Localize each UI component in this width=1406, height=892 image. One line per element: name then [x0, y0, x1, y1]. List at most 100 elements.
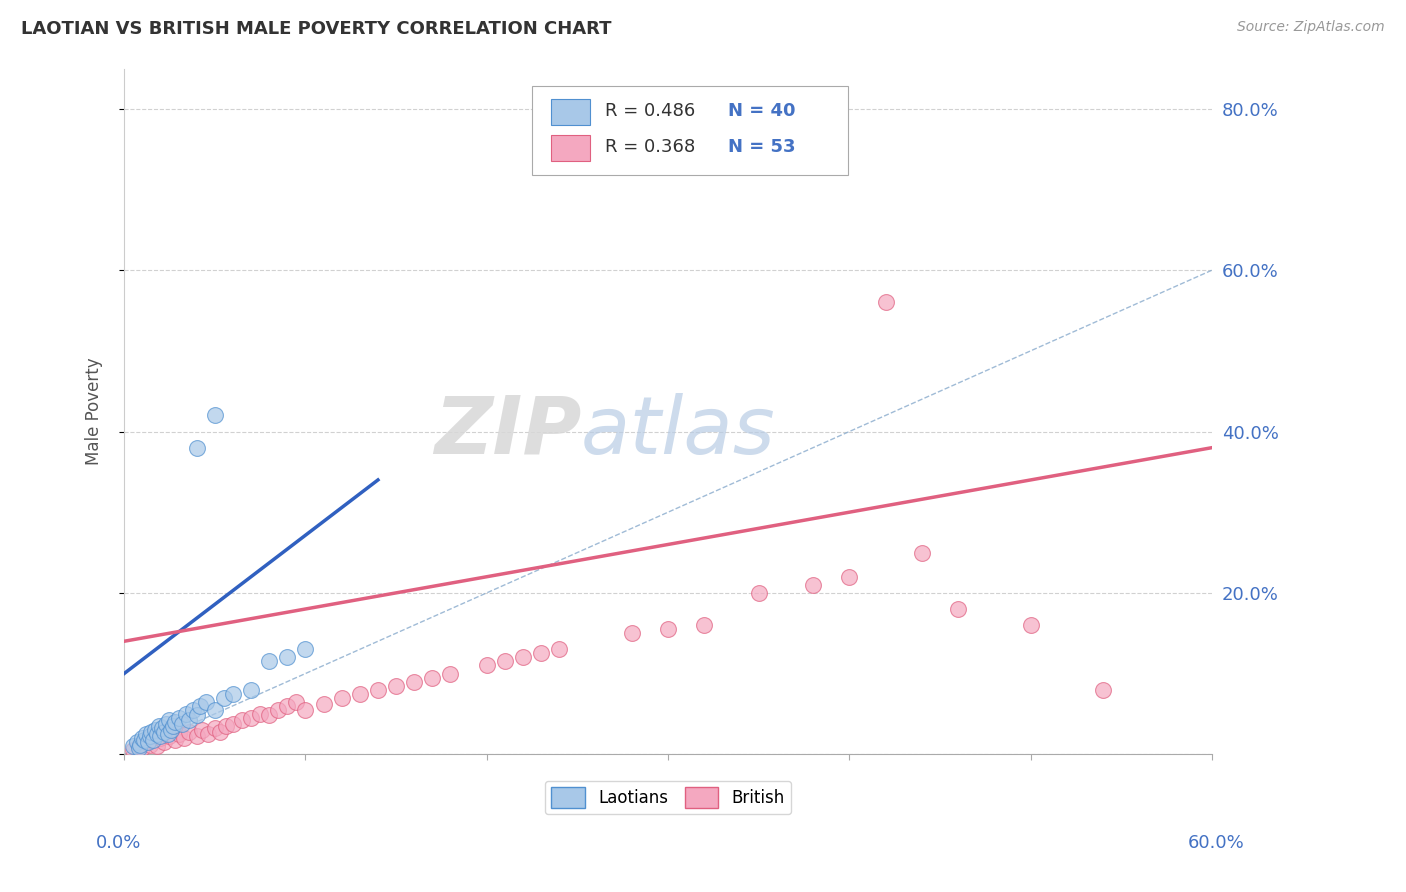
Point — [128, 739, 150, 753]
Point — [240, 711, 263, 725]
Text: N = 40: N = 40 — [728, 102, 796, 120]
Point — [122, 743, 145, 757]
Point — [159, 714, 181, 728]
Point — [163, 714, 186, 729]
Point — [149, 731, 172, 745]
Point — [159, 730, 181, 744]
Point — [162, 719, 184, 733]
Point — [145, 739, 167, 753]
Point — [475, 658, 498, 673]
Point — [142, 732, 165, 747]
Point — [138, 738, 160, 752]
Point — [135, 727, 157, 741]
Point — [946, 602, 969, 616]
Point — [172, 716, 194, 731]
Text: R = 0.486: R = 0.486 — [605, 102, 695, 120]
Point — [249, 706, 271, 721]
Point — [128, 740, 150, 755]
Point — [135, 735, 157, 749]
Point — [150, 722, 173, 736]
Text: 0.0%: 0.0% — [96, 834, 141, 852]
Point — [657, 622, 679, 636]
Point — [620, 626, 643, 640]
Point — [143, 723, 166, 737]
Y-axis label: Male Poverty: Male Poverty — [86, 358, 103, 465]
Point — [349, 687, 371, 701]
Point — [548, 642, 571, 657]
Point — [132, 732, 155, 747]
Point — [145, 727, 167, 741]
Point — [276, 698, 298, 713]
Point — [257, 708, 280, 723]
Point — [188, 698, 211, 713]
Point — [179, 714, 201, 728]
Point — [142, 732, 165, 747]
Point — [167, 711, 190, 725]
Point — [204, 409, 226, 423]
Text: ZIP: ZIP — [433, 393, 581, 471]
Point — [204, 722, 226, 736]
Point — [1092, 682, 1115, 697]
Point — [231, 714, 253, 728]
Point — [148, 719, 170, 733]
Point — [404, 674, 426, 689]
Legend: Laotians, British: Laotians, British — [544, 780, 792, 814]
Point — [204, 703, 226, 717]
Point — [149, 730, 172, 744]
Point — [1019, 618, 1042, 632]
Point — [367, 682, 389, 697]
Point — [131, 740, 153, 755]
Point — [267, 703, 290, 717]
Point — [875, 295, 897, 310]
Point — [136, 735, 159, 749]
Point — [439, 666, 461, 681]
Point — [420, 671, 443, 685]
Point — [838, 570, 860, 584]
Point — [141, 724, 163, 739]
Point — [748, 586, 770, 600]
Point — [167, 727, 190, 741]
Point — [294, 703, 316, 717]
Point — [801, 578, 824, 592]
Point — [191, 723, 214, 737]
Point — [186, 441, 208, 455]
FancyBboxPatch shape — [551, 99, 589, 125]
FancyBboxPatch shape — [551, 135, 589, 161]
Point — [212, 690, 235, 705]
Text: atlas: atlas — [581, 393, 776, 471]
Point — [186, 708, 208, 723]
Point — [209, 724, 232, 739]
Point — [138, 730, 160, 744]
FancyBboxPatch shape — [531, 86, 848, 175]
Point — [122, 739, 145, 753]
Point — [222, 687, 245, 701]
Point — [181, 703, 204, 717]
Point — [163, 732, 186, 747]
Point — [186, 730, 208, 744]
Point — [530, 646, 553, 660]
Point — [173, 731, 195, 745]
Point — [197, 727, 219, 741]
Point — [285, 695, 308, 709]
Point — [179, 724, 201, 739]
Point — [155, 716, 177, 731]
Point — [222, 716, 245, 731]
Point — [294, 642, 316, 657]
Point — [194, 695, 217, 709]
Point — [153, 724, 176, 739]
Point — [240, 682, 263, 697]
Point — [512, 650, 534, 665]
Text: R = 0.368: R = 0.368 — [605, 138, 695, 156]
Point — [257, 655, 280, 669]
Point — [385, 679, 408, 693]
Text: LAOTIAN VS BRITISH MALE POVERTY CORRELATION CHART: LAOTIAN VS BRITISH MALE POVERTY CORRELAT… — [21, 20, 612, 37]
Point — [911, 545, 934, 559]
Point — [276, 650, 298, 665]
Point — [174, 706, 197, 721]
Point — [131, 731, 153, 745]
Point — [494, 655, 516, 669]
Point — [160, 723, 183, 737]
Point — [312, 697, 335, 711]
Point — [214, 719, 236, 733]
Point — [153, 735, 176, 749]
